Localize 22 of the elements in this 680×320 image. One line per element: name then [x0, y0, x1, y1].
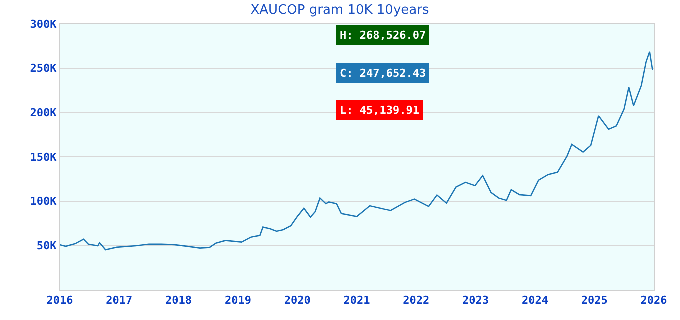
y-tick-label: 100K [30, 195, 58, 208]
x-tick-label: 2026 [640, 294, 668, 308]
annotation: L: 45,139.91 [340, 104, 420, 117]
x-tick-label: 2016 [46, 294, 74, 308]
chart-title: XAUCOP gram 10K 10years [250, 2, 430, 18]
x-tick-label: 2022 [403, 294, 430, 308]
annotation: H: 268,526.07 [340, 29, 426, 42]
x-tick-label: 2023 [462, 294, 490, 308]
line-series [60, 51, 654, 251]
x-tick-label: 2024 [522, 294, 549, 308]
x-tick-label: 2021 [344, 294, 371, 308]
annotation: C: 247,652.43 [340, 67, 426, 80]
x-tick-label: 2025 [581, 294, 608, 308]
x-tick-label: 2017 [106, 294, 133, 308]
x-tick-label: 2018 [166, 294, 192, 308]
y-tick-label: 250K [30, 62, 58, 76]
x-tick-label: 2020 [284, 294, 311, 308]
y-tick-label: 50K [36, 240, 58, 253]
y-tick-label: 200K [30, 106, 58, 120]
x-tick-label: 2019 [224, 294, 252, 308]
y-tick-label: 300K [30, 18, 58, 31]
y-tick-label: 150K [30, 150, 58, 164]
